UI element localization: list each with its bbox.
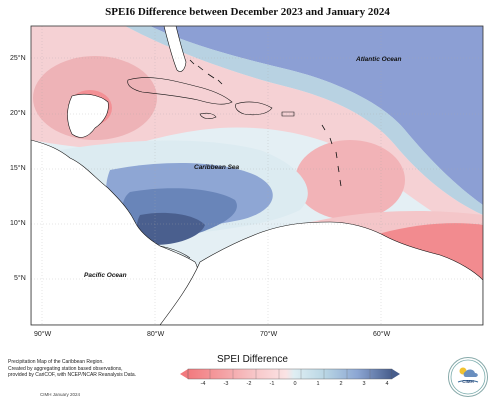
legend-colorbar (187, 368, 393, 380)
lon-label: 80°W (147, 331, 165, 338)
grid-lines (31, 26, 483, 325)
legend-tick: -4 (200, 381, 206, 387)
legend-tick: -1 (269, 381, 275, 387)
logo-emblem-icon (450, 359, 486, 395)
land-central-america (31, 139, 199, 325)
legend-tick: 0 (293, 381, 297, 387)
credit-line-1: Precipitation Map of the Caribbean Regio… (8, 359, 104, 365)
land-antilles (321, 124, 342, 187)
caribbean-label: Caribbean Sea (194, 164, 240, 171)
atlantic-label: Atlantic Ocean (356, 56, 402, 63)
legend-tick: 1 (316, 381, 320, 387)
legend-tick: -2 (246, 381, 252, 387)
credit-text: Precipitation Map of the Caribbean Regio… (8, 359, 136, 379)
cimh-logo: CIMH (448, 357, 488, 397)
lat-label: 5°N (14, 275, 26, 282)
land-panama (159, 245, 191, 259)
logo-text: CIMH (462, 379, 474, 384)
legend-left-arrow (180, 369, 188, 379)
lat-label: 20°N (10, 110, 26, 117)
map-frame (30, 25, 484, 326)
legend-tick: 3 (362, 381, 366, 387)
land-florida (163, 26, 187, 72)
legend-right-arrow (392, 369, 400, 379)
atlantic-blue-zone (150, 26, 483, 205)
legend-tick: 4 (385, 381, 389, 387)
credit-date: CIMH January 2024 (40, 392, 81, 397)
lon-label: 70°W (260, 331, 278, 338)
legend-title: SPEI Difference (217, 354, 288, 365)
legend-tick: 2 (339, 381, 343, 387)
lat-label: 15°N (10, 165, 26, 172)
land-jamaica (199, 112, 217, 119)
legend-dividers (209, 369, 371, 379)
legend-tick: -3 (223, 381, 229, 387)
land-puerto-rico (281, 111, 295, 117)
land-cuba (127, 77, 233, 105)
land-yucatan (67, 93, 109, 138)
lat-label: 25°N (10, 55, 26, 62)
eastern-caribbean-pink (295, 140, 405, 220)
pacific-label: Pacific Ocean (84, 272, 127, 279)
caribbean-deepest-zone (136, 212, 205, 245)
credit-line-3: provided by CariCOF, with NCEP/NCAR Rean… (8, 372, 137, 378)
lat-label: 10°N (10, 220, 26, 227)
land-hispaniola (235, 101, 273, 116)
lon-label: 90°W (34, 331, 52, 338)
map-title: SPEI6 Difference between December 2023 a… (105, 6, 390, 18)
lon-label: 60°W (373, 331, 391, 338)
land-bahamas (189, 59, 223, 85)
credit-line-2: Created by aggregating station based obs… (8, 365, 123, 372)
